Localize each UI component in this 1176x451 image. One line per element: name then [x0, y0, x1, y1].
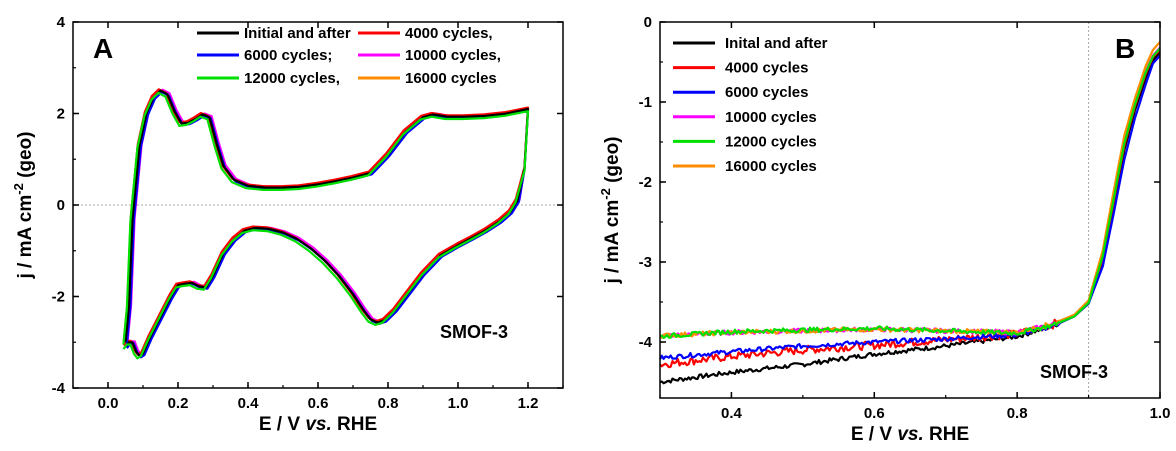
- legend-label: 4000 cycles,: [405, 25, 493, 42]
- panel-b: 0.4 0.6 0.8 1.0 0 -1 -2 -3 -4 B Inital and after…: [598, 14, 1170, 445]
- y-axis-title: j / mA cm-2 (geo): [11, 131, 36, 279]
- y-axis-title-part: j / mA cm: [15, 195, 36, 280]
- x-axis-title: E / V vs. RHE: [851, 424, 969, 445]
- y-axis-title-part: j / mA cm: [602, 200, 623, 285]
- y-axis-title-part: (geo): [602, 136, 623, 188]
- x-tick-label: 0.6: [864, 405, 885, 422]
- series-line: [122, 91, 530, 360]
- legend-label: 16000 cycles: [405, 70, 497, 87]
- panel-a: 0.0 0.2 0.4 0.6 0.8 1.0 1.2 -4 -2 0 2 4 A Initial a…: [11, 14, 564, 435]
- x-axis-title-part: E / V: [851, 424, 897, 445]
- series-line: [122, 88, 530, 356]
- panel-label: A: [93, 33, 113, 64]
- y-tick-label: -2: [639, 174, 652, 191]
- x-tick-label: 0.4: [238, 395, 260, 412]
- y-tick-label: 2: [57, 106, 65, 123]
- sample-annotation: SMOF-3: [1040, 362, 1108, 382]
- sample-annotation: SMOF-3: [440, 322, 508, 342]
- y-tick-label: -4: [639, 334, 653, 351]
- cv-curves: [122, 88, 530, 360]
- y-axis-title: j / mA cm-2 (geo): [598, 136, 623, 284]
- x-tick-label: 0.8: [378, 395, 399, 412]
- legend-label: 12000 cycles: [725, 133, 817, 150]
- axis-ticks: 0.4 0.6 0.8 1.0 0 -1 -2 -3 -4: [639, 14, 1171, 422]
- legend: Inital and after 4000 cycles 6000 cycles 10…: [673, 35, 828, 175]
- y-tick-label: -4: [52, 380, 66, 397]
- x-axis-title-part: RHE: [924, 424, 969, 445]
- x-tick-label: 1.0: [448, 395, 469, 412]
- y-axis-title-superscript: -2: [11, 183, 26, 195]
- series-line: [125, 89, 530, 358]
- x-axis-title: E / V vs. RHE: [259, 414, 377, 435]
- legend-label: 10000 cycles,: [405, 47, 501, 64]
- legend-label: Initial and after: [244, 25, 351, 42]
- series-line: [659, 47, 1161, 339]
- lsv-curves: [659, 41, 1161, 385]
- y-tick-label: 4: [57, 14, 66, 31]
- y-tick-label: -2: [52, 289, 65, 306]
- legend-label: 6000 cycles;: [244, 47, 332, 64]
- series-line: [124, 89, 530, 358]
- x-axis-title-part: RHE: [332, 414, 377, 435]
- legend-label: 12000 cycles,: [244, 70, 340, 87]
- x-axis-title-italic: vs.: [897, 424, 923, 445]
- legend-label: 4000 cycles: [725, 60, 808, 77]
- series-line: [126, 88, 530, 357]
- x-axis-title-part: E / V: [259, 414, 305, 435]
- x-tick-label: 0.2: [168, 395, 189, 412]
- y-axis-title-part: (geo): [15, 131, 36, 183]
- series-line: [125, 90, 530, 359]
- x-axis-title-italic: vs.: [305, 414, 331, 435]
- axis-ticks: 0.0 0.2 0.4 0.6 0.8 1.0 1.2 -4 -2 0 2 4: [52, 14, 564, 412]
- legend-label: 6000 cycles: [725, 84, 808, 101]
- x-tick-label: 1.0: [1150, 405, 1171, 422]
- legend-label: 16000 cycles: [725, 158, 817, 175]
- legend: Initial and after 4000 cycles, 6000 cycles…: [197, 25, 501, 87]
- y-tick-label: -3: [639, 254, 652, 271]
- y-axis-title-superscript: -2: [598, 188, 613, 200]
- plot-frame: [659, 21, 1161, 399]
- x-tick-label: 0.0: [98, 395, 119, 412]
- x-tick-label: 1.2: [518, 395, 539, 412]
- y-tick-label: -1: [639, 94, 652, 111]
- legend-label: 10000 cycles: [725, 109, 817, 126]
- x-tick-label: 0.8: [1007, 405, 1028, 422]
- y-tick-label: 0: [644, 14, 652, 31]
- panel-label: B: [1115, 33, 1135, 64]
- y-tick-label: 0: [57, 197, 65, 214]
- x-tick-label: 0.4: [721, 405, 743, 422]
- x-tick-label: 0.6: [308, 395, 329, 412]
- legend-label: Inital and after: [725, 35, 828, 52]
